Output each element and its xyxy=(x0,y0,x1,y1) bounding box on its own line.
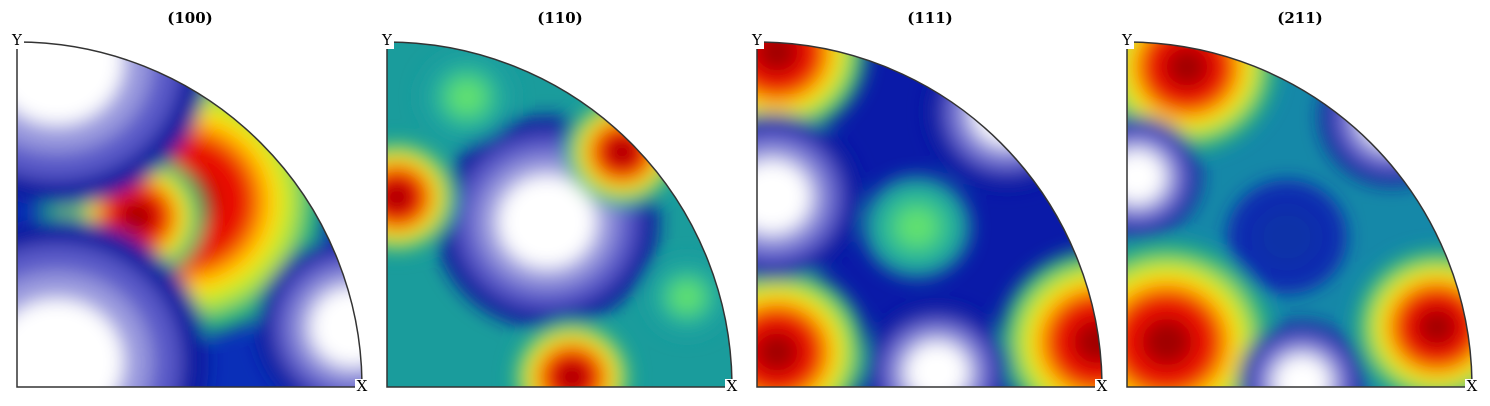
x-axis-label: X xyxy=(1467,377,1478,395)
contour-level xyxy=(558,363,586,387)
label-box xyxy=(725,379,739,395)
frame xyxy=(386,41,733,388)
contour-level xyxy=(17,298,124,387)
panel-title: (211) xyxy=(1277,9,1323,27)
contour-field xyxy=(1127,42,1472,387)
contour-level xyxy=(1257,208,1317,266)
x-axis-label: X xyxy=(1097,377,1108,395)
frame xyxy=(16,41,363,388)
panel-title: (110) xyxy=(537,9,583,27)
label-box xyxy=(1120,33,1134,49)
contour-level xyxy=(957,64,1057,160)
contour-level xyxy=(1166,47,1208,87)
contour-level xyxy=(310,287,362,367)
contour-field xyxy=(387,42,732,387)
label-box xyxy=(1095,379,1109,395)
contour-level xyxy=(1127,150,1165,204)
y-axis-label: Y xyxy=(1121,31,1133,49)
contour-level xyxy=(972,78,1042,146)
label-box xyxy=(1465,379,1479,395)
pole-figure: (110) Y X xyxy=(380,9,739,395)
x-axis-label: X xyxy=(357,377,368,395)
x-axis-label: X xyxy=(727,377,738,395)
y-axis-label: Y xyxy=(381,31,393,49)
contour-level xyxy=(449,79,485,115)
contour-level xyxy=(757,160,811,234)
contour-level xyxy=(1274,355,1330,387)
label-box xyxy=(355,379,369,395)
label-box xyxy=(380,33,394,49)
y-axis-label: Y xyxy=(751,31,763,49)
frame xyxy=(756,41,1103,388)
contour-level xyxy=(387,183,411,211)
label-box xyxy=(10,33,24,49)
contour-level xyxy=(17,42,124,126)
contour-blobs xyxy=(757,42,1102,387)
contour-field xyxy=(757,42,1102,387)
contour-level xyxy=(1417,308,1457,346)
contour-level xyxy=(757,332,798,372)
contour-blobs xyxy=(1127,42,1472,387)
panel-title: (100) xyxy=(167,9,213,27)
contour-level xyxy=(1347,74,1437,160)
contour-level xyxy=(896,207,938,247)
y-axis-label: Y xyxy=(11,31,23,49)
contour-level xyxy=(608,139,636,165)
contour-level xyxy=(905,342,969,387)
contour-level xyxy=(1360,87,1424,147)
pole-figure: (111) Y X xyxy=(750,9,1109,395)
contour-level xyxy=(121,202,153,232)
frame xyxy=(1126,41,1473,388)
panel-title: (111) xyxy=(907,9,953,27)
contour-level xyxy=(1074,320,1102,364)
contour-blobs xyxy=(17,42,362,387)
contour-level xyxy=(1333,61,1451,173)
label-box xyxy=(750,33,764,49)
contour-level xyxy=(498,175,596,269)
contour-blobs xyxy=(387,51,729,387)
pole-figure: (211) Y X xyxy=(1120,9,1479,395)
pole-figure: (100) Y X xyxy=(10,9,369,395)
contour-field xyxy=(17,42,362,387)
contour-level xyxy=(1142,318,1192,366)
contour-level xyxy=(671,282,703,312)
